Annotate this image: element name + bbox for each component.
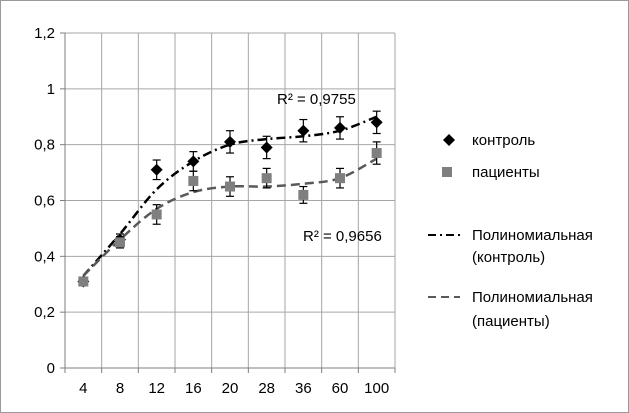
y-axis-ticks: 0 0,2 0,4 0,6 0,8 1 1,2	[34, 25, 55, 377]
legend-label-patients-trend-2: (пациенты)	[472, 313, 550, 330]
x-tick-label: 16	[185, 380, 202, 397]
data-point-patients	[298, 189, 309, 200]
data-point-control	[370, 116, 383, 129]
data-point-control	[187, 155, 200, 168]
data-point-patients	[225, 181, 235, 192]
data-point-control	[334, 121, 346, 134]
y-tick-label: 0,4	[34, 248, 55, 265]
legend-label-patients: пациенты	[472, 164, 540, 181]
data-point-patients	[371, 148, 382, 159]
y-tick-label: 1,2	[34, 25, 55, 42]
data-point-control	[224, 135, 236, 148]
grid	[60, 32, 396, 373]
legend-label-control-trend-1: Полиномиальная	[472, 227, 593, 244]
x-tick-label: 100	[364, 380, 389, 397]
data-point-control	[297, 124, 310, 137]
x-tick-label: 12	[148, 380, 165, 397]
r2-label-patients: R² = 0,9656	[303, 228, 382, 245]
legend-marker-patients	[442, 167, 452, 177]
x-axis-ticks: 4 8 12 16 20 28 36 60 100	[79, 380, 389, 397]
data-point-control	[150, 163, 163, 176]
x-tick-label: 20	[222, 380, 239, 397]
y-tick-label: 0,2	[34, 304, 55, 321]
data-point-patients	[151, 209, 162, 220]
data-point-patients	[188, 175, 199, 186]
legend-label-patients-trend-1: Полиномиальная	[472, 289, 593, 306]
y-tick-label: 0,8	[34, 137, 55, 154]
y-tick-label: 1	[47, 81, 55, 98]
legend: контроль пациенты Полиномиальная (контро…	[428, 132, 593, 330]
data-point-patients	[335, 173, 345, 184]
x-tick-label: 4	[79, 380, 87, 397]
legend-marker-control	[443, 134, 455, 146]
legend-label-control-trend-2: (контроль)	[472, 249, 545, 266]
x-tick-label: 36	[295, 380, 312, 397]
r2-label-control: R² = 0,9755	[277, 91, 356, 108]
data-point-control	[260, 141, 273, 154]
x-tick-label: 60	[332, 380, 349, 397]
legend-label-control: контроль	[472, 132, 535, 149]
y-tick-label: 0	[47, 360, 55, 377]
x-tick-label: 28	[258, 380, 275, 397]
data-points	[77, 116, 383, 288]
data-point-patients	[115, 237, 125, 248]
data-point-patients	[78, 276, 89, 287]
x-tick-label: 8	[116, 380, 124, 397]
y-tick-label: 0,6	[34, 193, 55, 210]
data-point-patients	[261, 173, 272, 184]
r2-labels: R² = 0,9755 R² = 0,9656	[277, 91, 382, 245]
